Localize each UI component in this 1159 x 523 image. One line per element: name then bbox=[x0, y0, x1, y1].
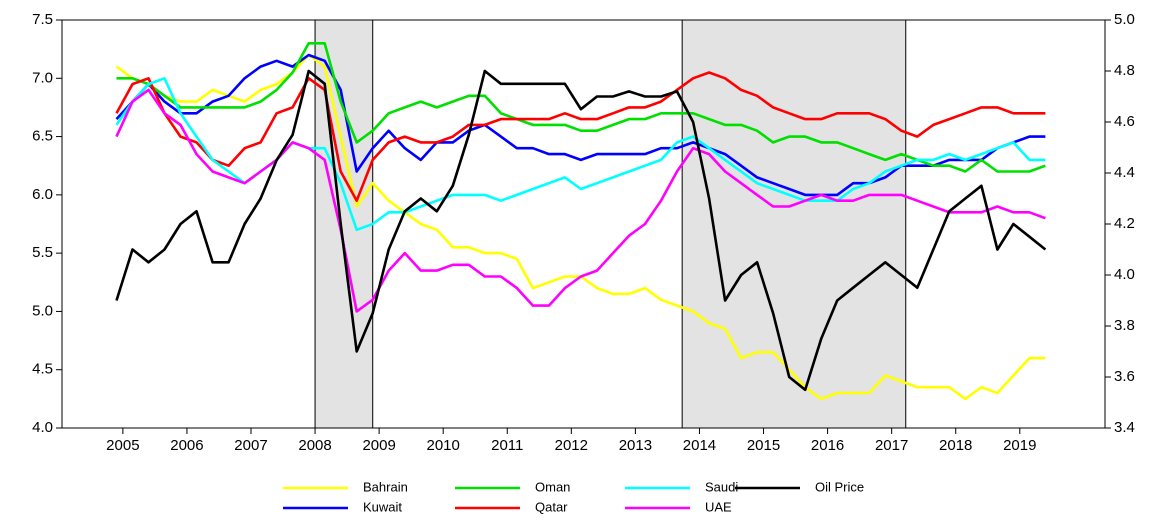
legend-label: Bahrain bbox=[363, 479, 408, 494]
x-tick-label: 2009 bbox=[362, 437, 395, 454]
x-tick-label: 2018 bbox=[939, 437, 972, 454]
legend-label: Qatar bbox=[535, 499, 568, 514]
series-line bbox=[115, 53, 1046, 197]
x-tick-label: 2012 bbox=[555, 437, 588, 454]
y2-tick-label: 3.8 bbox=[1114, 317, 1135, 334]
y-tick-label: 7.5 bbox=[32, 11, 53, 28]
recession-shade bbox=[314, 19, 374, 429]
y-tick-label: 6.0 bbox=[32, 186, 53, 203]
legend-label: Oman bbox=[535, 479, 570, 494]
x-tick-label: 2007 bbox=[234, 437, 267, 454]
y2-tick-label: 3.6 bbox=[1114, 368, 1135, 385]
legend-label: UAE bbox=[705, 499, 732, 514]
series-line bbox=[116, 42, 1046, 173]
x-tick-label: 2013 bbox=[619, 437, 652, 454]
x-tick-label: 2014 bbox=[683, 437, 716, 454]
series-line bbox=[115, 69, 1047, 392]
x-tick-label: 2019 bbox=[1003, 437, 1036, 454]
y2-tick-label: 4.2 bbox=[1114, 215, 1135, 232]
recession-shade bbox=[681, 19, 907, 429]
y-tick-label: 4.0 bbox=[32, 419, 53, 436]
x-tick-label: 2005 bbox=[106, 437, 139, 454]
y-tick-label: 5.0 bbox=[32, 302, 53, 319]
series-line bbox=[115, 88, 1046, 313]
legend-label: Saudi bbox=[705, 479, 738, 494]
y2-tick-label: 4.6 bbox=[1114, 113, 1135, 130]
x-tick-label: 2016 bbox=[811, 437, 844, 454]
x-tick-label: 2011 bbox=[491, 437, 523, 454]
y2-tick-label: 3.4 bbox=[1114, 419, 1135, 436]
x-tick-label: 2006 bbox=[170, 437, 203, 454]
y2-tick-label: 4.0 bbox=[1114, 266, 1135, 283]
y2-tick-label: 5.0 bbox=[1114, 11, 1135, 28]
x-tick-label: 2008 bbox=[298, 437, 331, 454]
x-tick-label: 2010 bbox=[427, 437, 460, 454]
y-tick-label: 5.5 bbox=[32, 244, 53, 261]
y-tick-label: 6.5 bbox=[32, 128, 53, 145]
y-tick-label: 4.5 bbox=[32, 361, 53, 378]
series-line bbox=[115, 71, 1046, 202]
x-tick-label: 2015 bbox=[747, 437, 780, 454]
y2-tick-label: 4.4 bbox=[1114, 164, 1135, 181]
y-tick-label: 7.0 bbox=[32, 69, 53, 86]
x-tick-label: 2017 bbox=[875, 437, 908, 454]
y2-tick-label: 4.8 bbox=[1114, 62, 1135, 79]
legend-label: Oil Price bbox=[815, 479, 864, 494]
legend-label: Kuwait bbox=[363, 499, 402, 514]
plot-frame bbox=[61, 19, 1106, 429]
